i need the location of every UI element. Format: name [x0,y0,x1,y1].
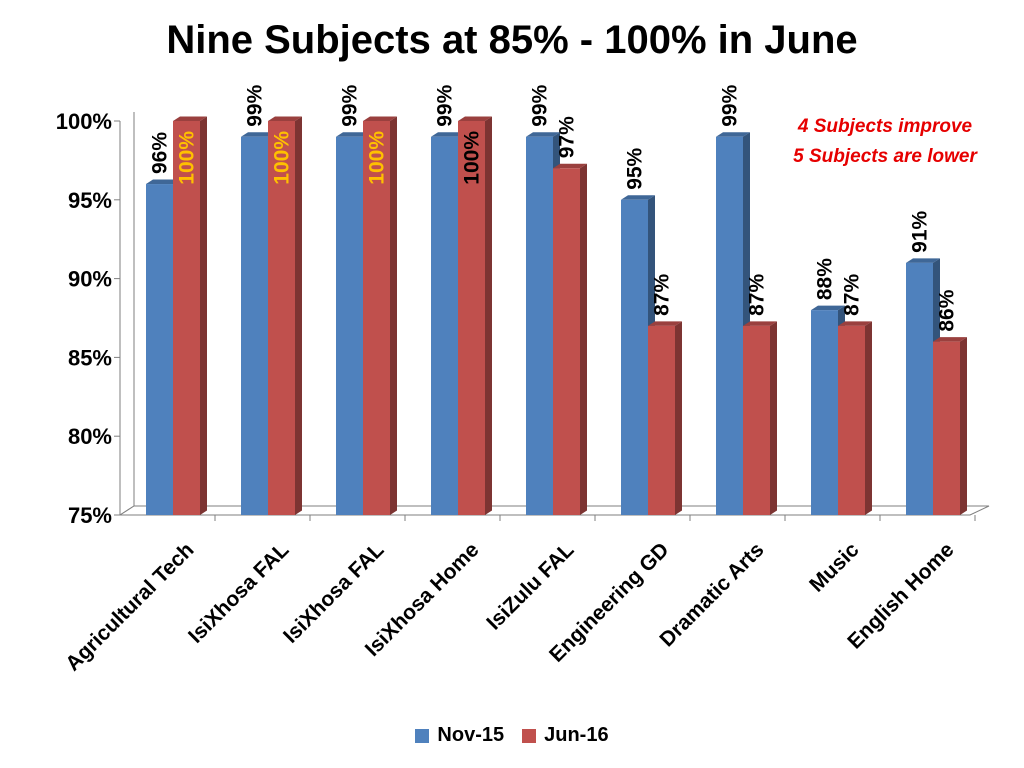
x-tick-label: IsiZulu FAL [482,538,578,634]
bar-jun16 [553,163,587,515]
data-label-jun16: 100% [271,131,294,185]
y-tick-label: 90% [68,267,112,292]
data-label-nov15: 99% [339,84,362,126]
bar-nov15 [716,132,750,515]
legend-label-jun16: Jun-16 [544,724,609,746]
legend-item-nov15: Nov-15 [415,724,504,747]
annotation-improve: 4 Subjects improve [797,116,973,137]
data-label-nov15: 95% [624,147,647,189]
data-label-jun16: 87% [651,274,674,316]
data-label-jun16: 87% [841,274,864,316]
bar-jun16 [648,321,682,515]
data-label-jun16: 86% [936,289,959,331]
data-label-jun16: 100% [366,131,389,185]
legend-label-nov15: Nov-15 [437,724,505,746]
legend-swatch-jun16 [522,728,537,743]
legend-swatch-nov15 [415,728,430,743]
y-tick-label: 85% [68,345,112,370]
data-label-nov15: 99% [244,84,267,126]
x-tick-label: IsiXhosa FAL [279,538,389,648]
data-label-jun16: 100% [461,131,484,185]
x-tick-label: Music [805,538,864,597]
data-label-nov15: 99% [434,84,457,126]
bar-nov15 [906,258,940,515]
legend: Nov-15 Jun-16 [0,724,1024,747]
annotation-lower: 5 Subjects are lower [793,146,977,167]
bar-jun16 [933,337,967,515]
y-tick-label: 75% [68,503,112,528]
y-tick-label: 100% [56,109,112,134]
data-label-nov15: 99% [719,84,742,126]
bar-jun16 [268,116,302,515]
bar-jun16 [743,321,777,515]
bar-jun16 [838,321,872,515]
chart-title: Nine Subjects at 85% - 100% in June [166,18,858,62]
x-tick-label: Agricultural Tech [61,538,198,675]
legend-item-jun16: Jun-16 [522,724,609,747]
data-label-jun16: 100% [176,131,199,185]
data-label-nov15: 99% [529,84,552,126]
bar-jun16 [173,116,207,515]
data-label-nov15: 88% [814,258,837,300]
back-wall-edge [119,112,135,516]
data-label-nov15: 96% [149,132,172,174]
data-label-jun16: 97% [556,116,579,158]
x-tick-label: IsiXhosa FAL [184,538,294,648]
data-label-nov15: 91% [909,210,932,252]
bar-jun16 [458,116,492,515]
data-label-jun16: 87% [746,274,769,316]
bar-jun16 [363,116,397,515]
y-tick-label: 80% [68,424,112,449]
y-tick-label: 95% [68,188,112,213]
